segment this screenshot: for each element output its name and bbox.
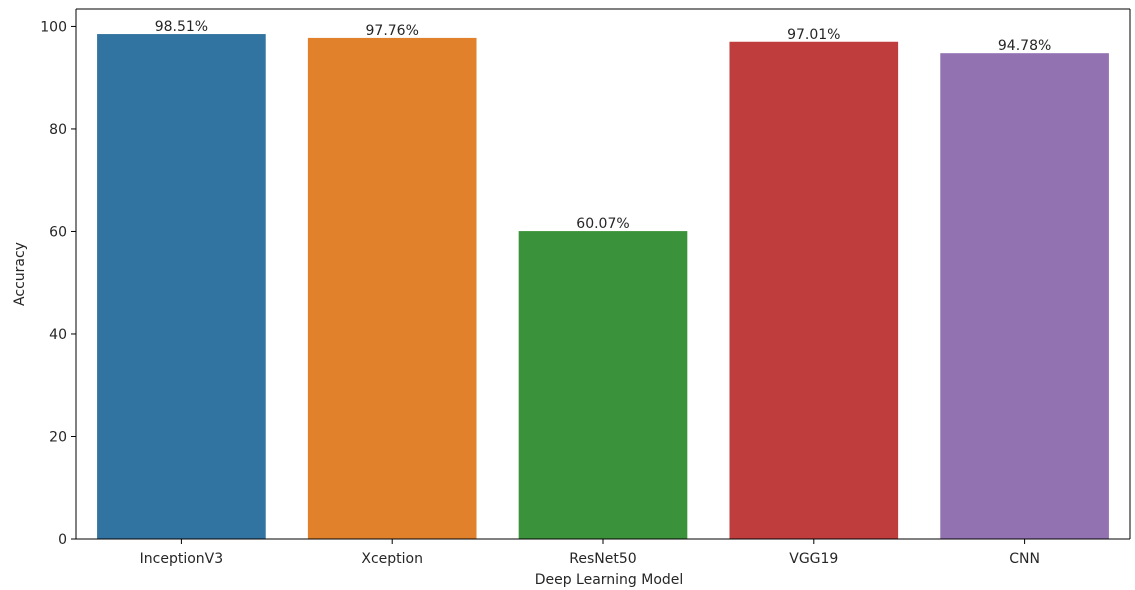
bar-vgg19 bbox=[729, 41, 899, 539]
x-tick-label-cnn: CNN bbox=[1009, 551, 1040, 567]
bar-xception bbox=[307, 37, 477, 540]
x-tick-label-resnet50: ResNet50 bbox=[569, 551, 636, 567]
x-ticks-group: InceptionV3 Xception ResNet50 VGG19 CNN bbox=[140, 539, 1040, 567]
y-tick-label: 60 bbox=[49, 224, 67, 240]
bar-resnet50 bbox=[518, 231, 688, 540]
y-tick-label: 0 bbox=[58, 532, 67, 548]
x-tick-label-vgg19: VGG19 bbox=[789, 551, 838, 567]
y-tick-label: 20 bbox=[49, 429, 67, 445]
data-label-cnn: 94.78% bbox=[998, 38, 1051, 54]
data-label-resnet50: 60.07% bbox=[576, 216, 629, 232]
x-axis-label: Deep Learning Model bbox=[535, 572, 684, 588]
y-tick-label: 80 bbox=[49, 122, 67, 138]
y-axis-label: Accuracy bbox=[12, 242, 28, 306]
data-label-vgg19: 97.01% bbox=[787, 27, 840, 43]
data-labels-group: 98.51% 97.76% 60.07% 97.01% 94.78% bbox=[155, 19, 1052, 232]
bar-inceptionv3 bbox=[97, 34, 266, 540]
data-label-xception: 97.76% bbox=[366, 23, 419, 39]
bars-group bbox=[97, 34, 1109, 540]
x-tick-label-inceptionv3: InceptionV3 bbox=[140, 551, 224, 567]
y-ticks-group: 0 20 40 60 80 100 bbox=[40, 19, 76, 548]
y-tick-label: 100 bbox=[40, 19, 67, 35]
bar-cnn bbox=[940, 53, 1109, 540]
x-tick-label-xception: Xception bbox=[361, 551, 423, 567]
data-label-inceptionv3: 98.51% bbox=[155, 19, 208, 35]
y-tick-label: 40 bbox=[49, 327, 67, 343]
